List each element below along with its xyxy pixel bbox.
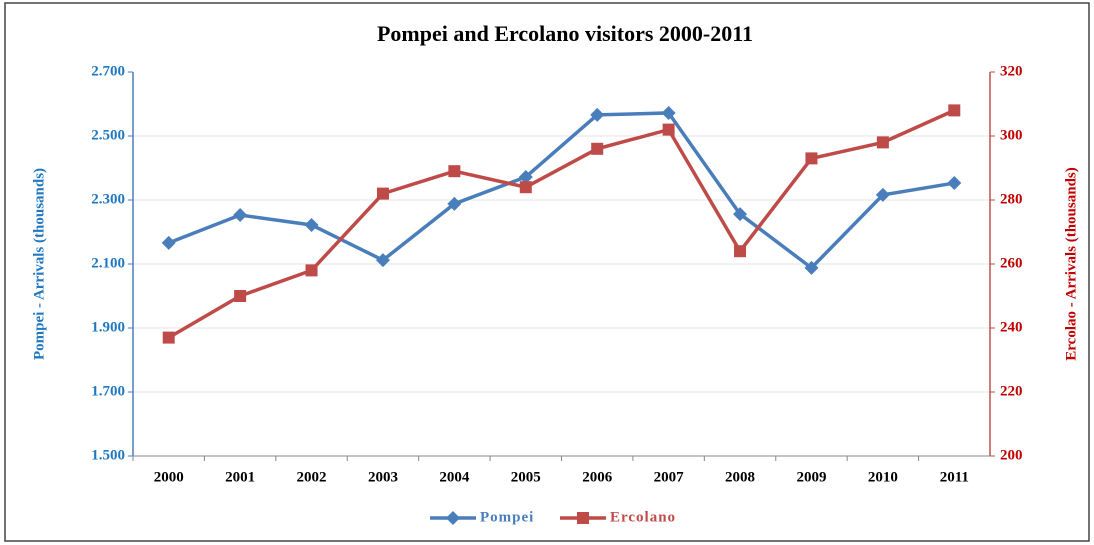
- data-point: [161, 235, 176, 250]
- data-point: [375, 253, 390, 268]
- data-point: [948, 104, 961, 117]
- data-point: [590, 107, 605, 122]
- x-tick-label: 2004: [439, 469, 470, 485]
- series-line: [167, 108, 956, 340]
- data-point: [947, 176, 962, 191]
- y2-tick-label: 220: [1000, 383, 1023, 399]
- data-point: [804, 260, 819, 275]
- data-point: [305, 264, 318, 277]
- data-point: [376, 187, 389, 200]
- y-tick-label: 1.900: [91, 319, 125, 335]
- y2-tick-label: 200: [1000, 447, 1023, 463]
- y-tick-label: 1.700: [91, 383, 125, 399]
- x-tick-label: 2008: [725, 469, 755, 485]
- data-point: [162, 331, 175, 344]
- chart-title: Pompei and Ercolano visitors 2000-2011: [377, 21, 753, 46]
- y-tick-label: 1.500: [91, 447, 125, 463]
- y-tick-label: 2.300: [91, 191, 125, 207]
- y-tick-label: 2.100: [91, 255, 125, 271]
- data-point: [234, 290, 247, 302]
- x-tick-label: 2005: [511, 469, 541, 485]
- y2-tick-label: 260: [1000, 255, 1023, 271]
- x-tick-label: 2009: [796, 469, 826, 485]
- data-point: [661, 105, 676, 120]
- chart-frame: [4, 2, 1090, 542]
- y-tick-label: 2.500: [91, 127, 125, 143]
- x-tick-label: 2010: [868, 469, 898, 485]
- data-point: [518, 169, 533, 184]
- x-tick-label: 2001: [225, 469, 255, 485]
- legend-label: Ercolano: [610, 509, 676, 525]
- y2-tick-label: 320: [1000, 63, 1023, 79]
- x-tick-label: 2000: [154, 469, 184, 485]
- x-tick-label: 2011: [940, 469, 969, 485]
- data-point: [734, 245, 747, 258]
- data-point: [733, 207, 748, 222]
- data-point: [233, 208, 248, 223]
- x-tick-label: 2006: [582, 469, 613, 485]
- legend-marker: [446, 511, 460, 525]
- data-point: [519, 181, 532, 194]
- data-point: [448, 165, 461, 178]
- legend-marker: [577, 512, 589, 524]
- data-point: [591, 142, 604, 155]
- y2-tick-label: 240: [1000, 319, 1023, 335]
- data-point: [304, 217, 319, 232]
- y2-axis-title: Ercolao - Arrivals (thousands): [1063, 167, 1079, 360]
- data-point: [447, 196, 462, 211]
- series-line: [168, 111, 955, 271]
- y2-tick-label: 300: [1000, 127, 1023, 143]
- x-tick-label: 2007: [654, 469, 685, 485]
- data-point: [875, 187, 890, 202]
- data-point: [876, 136, 889, 149]
- x-tick-label: 2003: [368, 469, 398, 485]
- legend-label: Pompei: [480, 509, 534, 525]
- y-axis-title: Pompei - Arrivals (thousands): [31, 168, 47, 360]
- x-tick-label: 2002: [297, 469, 327, 485]
- data-point: [662, 123, 675, 136]
- y-tick-label: 2.700: [91, 63, 125, 79]
- data-point: [805, 152, 818, 165]
- y2-tick-label: 280: [1000, 191, 1023, 207]
